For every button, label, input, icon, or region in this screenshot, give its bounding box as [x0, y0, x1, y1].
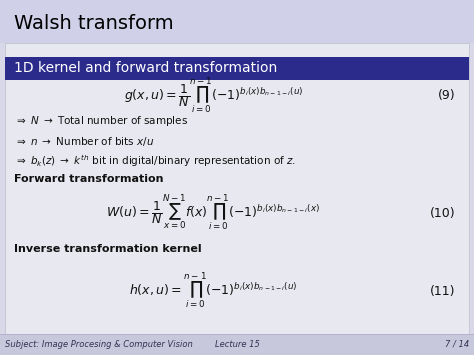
Text: 1D kernel and forward transformation: 1D kernel and forward transformation	[14, 61, 277, 75]
Text: Lecture 15: Lecture 15	[215, 340, 259, 349]
Text: $h(x, u) = \prod_{i=0}^{n-1} (-1)^{b_i(x)b_{n-1-i}(u)}$: $h(x, u) = \prod_{i=0}^{n-1} (-1)^{b_i(x…	[129, 271, 298, 311]
FancyBboxPatch shape	[0, 334, 474, 355]
Text: $\Rightarrow$ $n$ $\rightarrow$ Number of bits $x/u$: $\Rightarrow$ $n$ $\rightarrow$ Number o…	[14, 136, 155, 148]
Text: $\Rightarrow$ $b_k(z)$ $\rightarrow$ $k^{th}$ bit in digital/binary representati: $\Rightarrow$ $b_k(z)$ $\rightarrow$ $k^…	[14, 154, 296, 169]
FancyBboxPatch shape	[5, 57, 469, 80]
Text: Forward transformation: Forward transformation	[14, 174, 164, 184]
FancyBboxPatch shape	[5, 43, 469, 334]
Text: (9): (9)	[438, 89, 455, 102]
Text: (10): (10)	[429, 207, 455, 219]
Text: Inverse transformation kernel: Inverse transformation kernel	[14, 244, 202, 253]
FancyBboxPatch shape	[0, 0, 474, 43]
Text: $g(x, u) = \dfrac{1}{N} \prod_{i=0}^{n-1} (-1)^{b_i(x)b_{n-1-i}(u)}$: $g(x, u) = \dfrac{1}{N} \prod_{i=0}^{n-1…	[124, 76, 303, 116]
Text: $W(u) = \dfrac{1}{N} \sum_{x=0}^{N-1} f(x) \prod_{i=0}^{n-1} (-1)^{b_i(x)b_{n-1-: $W(u) = \dfrac{1}{N} \sum_{x=0}^{N-1} f(…	[106, 193, 320, 233]
Text: (11): (11)	[429, 285, 455, 297]
Text: Walsh transform: Walsh transform	[14, 13, 174, 33]
Text: 7 / 14: 7 / 14	[445, 340, 469, 349]
Text: $\Rightarrow$ $N$ $\rightarrow$ Total number of samples: $\Rightarrow$ $N$ $\rightarrow$ Total nu…	[14, 114, 189, 128]
Text: Subject: Image Procesing & Computer Vision: Subject: Image Procesing & Computer Visi…	[5, 340, 192, 349]
